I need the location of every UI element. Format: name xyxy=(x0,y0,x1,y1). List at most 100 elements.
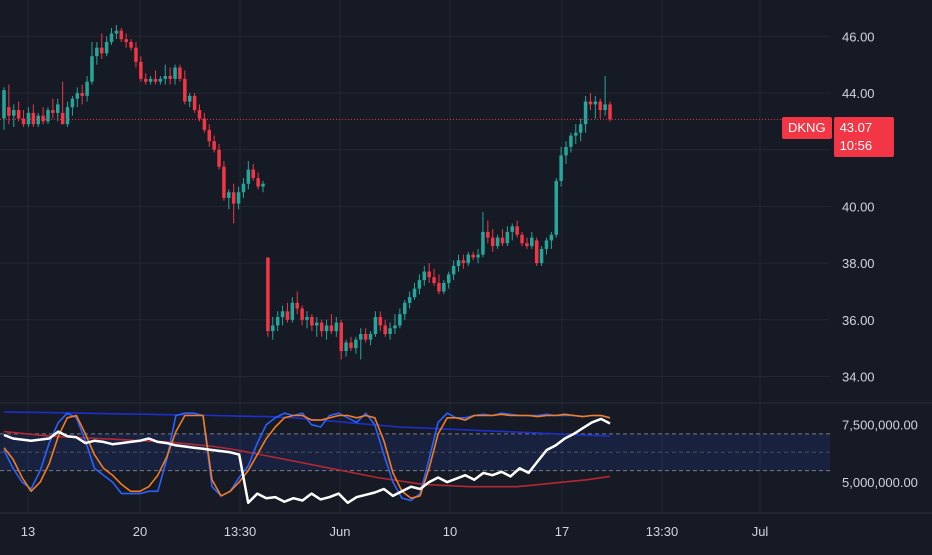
candle-body xyxy=(104,42,109,54)
candle-body xyxy=(349,342,353,349)
candle-body xyxy=(124,39,128,43)
candle-body xyxy=(608,104,612,120)
candle-body xyxy=(329,325,334,332)
y-tick-label: 38.00 xyxy=(842,256,875,271)
candle-body xyxy=(158,78,163,82)
candle-body xyxy=(368,333,373,340)
candle-body xyxy=(51,110,55,113)
candle-body xyxy=(334,322,339,332)
candle-body xyxy=(271,325,275,332)
x-tick-label: 20 xyxy=(133,524,147,539)
candle-body xyxy=(261,183,265,187)
candle-body xyxy=(227,192,231,198)
candle-body xyxy=(476,254,480,258)
candle-body xyxy=(486,231,490,238)
candle-body xyxy=(16,110,21,119)
candle-body xyxy=(378,316,383,326)
candle-body xyxy=(432,277,436,283)
candle-body xyxy=(231,192,236,204)
candle-body xyxy=(143,78,148,82)
candle-body xyxy=(197,110,202,119)
candle-body xyxy=(65,107,70,125)
candle-body xyxy=(55,104,60,113)
candle-body xyxy=(383,325,387,334)
candle-body xyxy=(358,333,363,340)
y-tick-label: 34.00 xyxy=(842,369,875,384)
candle-body xyxy=(574,132,578,136)
indicator-line-orange xyxy=(3,413,611,499)
candle-body xyxy=(256,178,260,187)
candle-body xyxy=(515,226,519,235)
candle-body xyxy=(99,47,104,54)
candle-body xyxy=(569,135,573,147)
candle-body xyxy=(187,95,192,102)
candle-body xyxy=(505,231,510,244)
candle-body xyxy=(446,274,451,283)
y-tick-label: 46.00 xyxy=(842,29,875,44)
candle-body xyxy=(510,226,515,232)
candle-body xyxy=(456,260,461,266)
indicator-line-red-ma xyxy=(3,430,611,488)
candle-body xyxy=(246,169,251,184)
candle-body xyxy=(266,257,270,332)
candle-body xyxy=(129,42,133,48)
candle-body xyxy=(373,316,378,334)
candle-body xyxy=(75,93,80,99)
last-price: 43.07 xyxy=(839,120,873,135)
candle-body xyxy=(280,311,285,317)
indicator-line-white xyxy=(3,417,611,505)
candle-body xyxy=(90,56,94,82)
candle-body xyxy=(417,280,422,289)
candle-body xyxy=(525,243,529,247)
candle-body xyxy=(41,115,45,122)
last-price-box: 43.07 10:56 xyxy=(833,117,894,157)
candle-body xyxy=(236,192,241,204)
candle-body xyxy=(80,93,84,96)
candle-body xyxy=(46,110,50,122)
indicator-y-tick-label: 5,000,000.00 xyxy=(842,475,918,490)
candle-body xyxy=(300,308,304,320)
candle-body xyxy=(315,322,319,326)
candle-body xyxy=(407,297,412,303)
symbol-label: DKNG xyxy=(782,117,832,139)
y-tick-label: 36.00 xyxy=(842,313,875,328)
candle-body xyxy=(7,107,11,116)
candle-body xyxy=(461,260,466,264)
candle-body xyxy=(520,234,524,244)
candle-body xyxy=(139,61,143,79)
candle-body xyxy=(222,166,226,198)
candle-body xyxy=(285,311,290,320)
candle-body xyxy=(354,339,358,349)
candle-body xyxy=(437,282,441,292)
candle-body xyxy=(442,282,446,292)
candle-body xyxy=(290,302,295,320)
x-tick-label: 13 xyxy=(21,524,35,539)
x-tick-label: Jun xyxy=(330,524,351,539)
candle-body xyxy=(21,118,26,125)
candle-body xyxy=(490,237,495,247)
candle-body xyxy=(134,47,138,62)
candle-body xyxy=(183,78,187,102)
candle-body xyxy=(60,112,65,125)
x-tick-label: 13:30 xyxy=(224,524,257,539)
indicator-line-blue xyxy=(3,412,611,502)
candle-body xyxy=(324,325,329,332)
candle-body xyxy=(70,98,75,108)
candle-body xyxy=(588,101,593,105)
candle-body xyxy=(12,110,16,116)
candle-body xyxy=(578,124,583,133)
y-tick-label: 40.00 xyxy=(842,199,875,214)
candle-body xyxy=(148,78,153,82)
candle-body xyxy=(593,101,598,105)
candle-body xyxy=(422,271,427,281)
candle-body xyxy=(217,149,221,167)
x-tick-label: 10 xyxy=(443,524,457,539)
candle-body xyxy=(466,254,471,264)
candle-body xyxy=(564,146,568,156)
candle-body xyxy=(388,328,392,334)
price-label: DKNG 43.07 10:56 xyxy=(782,117,894,157)
x-tick-label: Jul xyxy=(752,524,769,539)
candle-body xyxy=(398,314,402,326)
